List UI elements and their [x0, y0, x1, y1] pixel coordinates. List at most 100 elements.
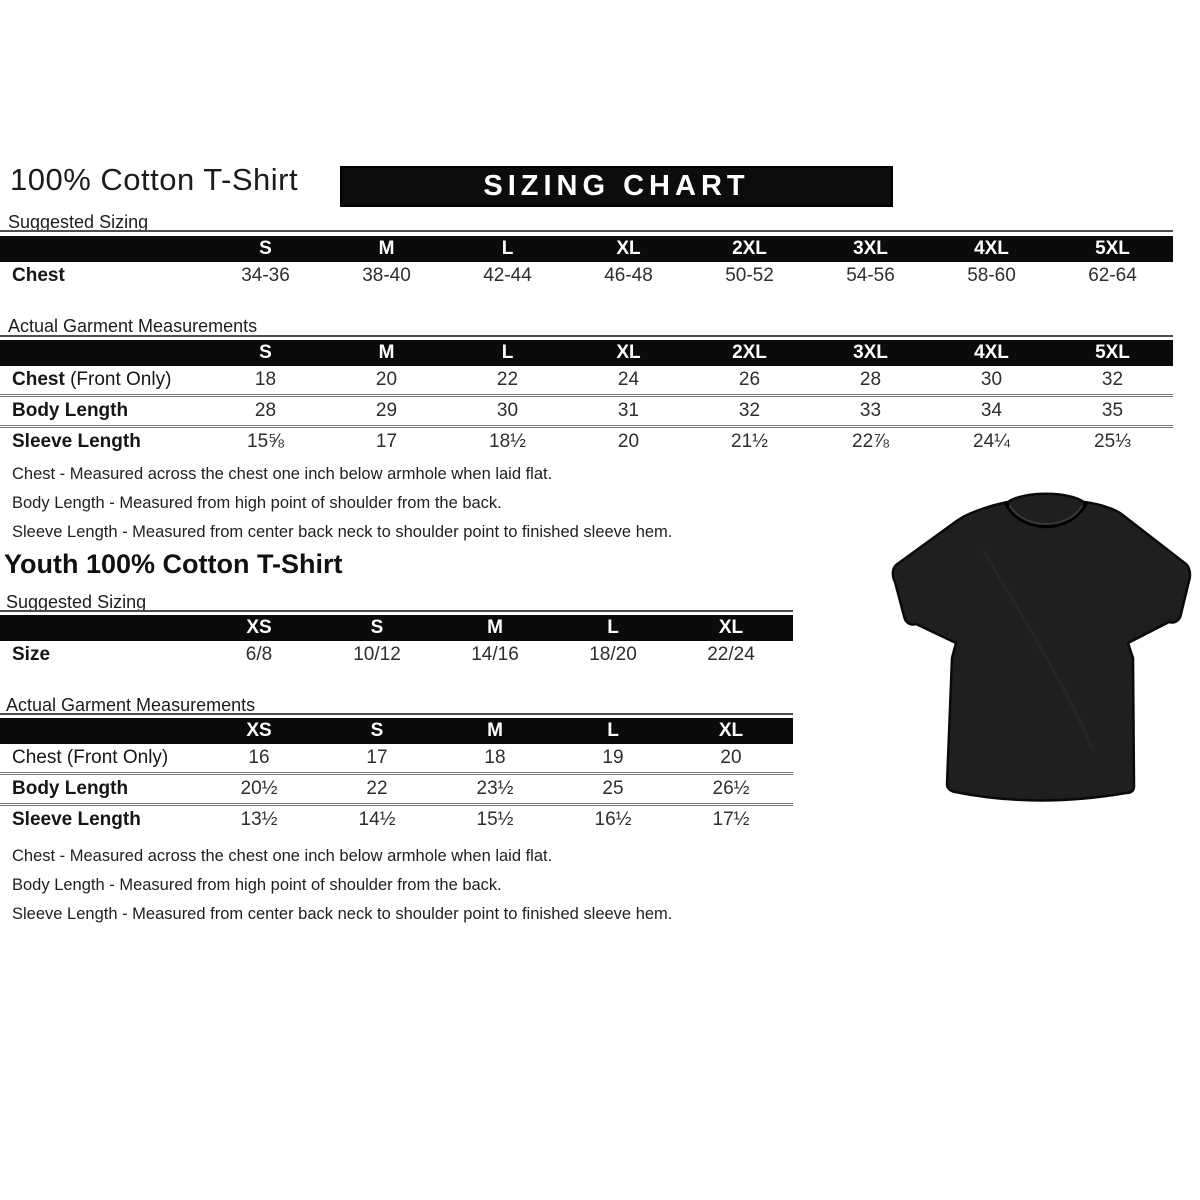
table-cell: 6/8 [245, 644, 273, 665]
note-chest: Chest - Measured across the chest one in… [12, 847, 553, 865]
note-body-length: Body Length - Measured from high point o… [12, 876, 502, 894]
table-cell: 22/24 [707, 644, 755, 665]
table-cell: 17½ [712, 809, 750, 830]
table-cell: 34 [980, 400, 1003, 421]
note-sleeve-length: Sleeve Length - Measured from center bac… [12, 905, 673, 923]
table-cell: 17 [375, 431, 398, 452]
youth-actual-header-row: XS S M L XL [0, 718, 793, 744]
table-cell: 25 [602, 778, 624, 799]
table-cell: 25⅓ [1094, 431, 1131, 452]
table-row: Body Length 28 29 30 31 32 33 34 35 [0, 394, 1173, 425]
row-label: Chest [12, 369, 65, 390]
table-cell: 22 [496, 369, 519, 390]
divider-line [0, 713, 793, 715]
column-header: XL [718, 720, 744, 741]
table-cell: 62-64 [1088, 265, 1137, 286]
table-row: Body Length 20½ 22 23½ 25 26½ [0, 772, 793, 803]
adult-suggested-sizing-label: Suggested Sizing [8, 212, 149, 232]
table-cell: 18 [484, 747, 506, 768]
table-cell: 54-56 [846, 265, 895, 286]
column-header: S [259, 342, 272, 363]
column-header: 2XL [732, 342, 767, 363]
table-cell: 24 [617, 369, 640, 390]
column-header: 4XL [974, 238, 1009, 259]
tshirt-collar-rib [1009, 505, 1083, 525]
youth-suggested-header-row: XS S M L XL [0, 615, 793, 641]
table-row: Sleeve Length 15⅝ 17 18½ 20 21½ 22⅞ 24¼ … [0, 425, 1173, 456]
column-header: 3XL [853, 238, 888, 259]
table-cell: 38-40 [362, 265, 411, 286]
table-cell: 14½ [358, 809, 396, 830]
table-row: Sleeve Length 13½ 14½ 15½ 16½ 17½ [0, 803, 793, 834]
note-chest: Chest - Measured across the chest one in… [12, 465, 553, 483]
table-cell: 22⅞ [852, 431, 889, 452]
table-cell: 10/12 [353, 644, 401, 665]
youth-section-title: Youth 100% Cotton T-Shirt [4, 549, 343, 579]
table-cell: 32 [738, 400, 761, 421]
column-header: XL [718, 617, 744, 638]
table-cell: 32 [1101, 369, 1124, 390]
row-label-suffix: Chest (Front Only) [12, 747, 169, 768]
column-header: 5XL [1095, 238, 1130, 259]
column-header: L [607, 617, 619, 638]
adult-measurement-notes: Chest - Measured across the chest one in… [12, 460, 672, 547]
table-cell: 18/20 [589, 644, 637, 665]
tshirt-photo [888, 490, 1196, 808]
table-cell: 18 [254, 369, 277, 390]
sizing-chart-banner-text: SIZING CHART [483, 170, 750, 202]
table-cell: 28 [254, 400, 277, 421]
column-header: XS [246, 720, 272, 741]
page-title: 100% Cotton T-Shirt [10, 162, 299, 197]
table-cell: 17 [366, 747, 388, 768]
table-cell: 20 [375, 369, 398, 390]
column-header: XL [616, 238, 641, 259]
column-header: 5XL [1095, 342, 1130, 363]
table-cell: 13½ [240, 809, 278, 830]
table-cell: 42-44 [483, 265, 532, 286]
table-cell: 19 [602, 747, 624, 768]
row-label: Body Length [12, 400, 129, 421]
table-cell: 20 [617, 431, 640, 452]
table-cell: 21½ [731, 431, 768, 452]
table-cell: 20½ [240, 778, 278, 799]
table-cell: 31 [617, 400, 640, 421]
adult-actual-header-row: S M L XL 2XL 3XL 4XL 5XL [0, 340, 1173, 366]
divider-line [0, 610, 793, 612]
table-row: Size 6/8 10/12 14/16 18/20 22/24 [0, 641, 793, 669]
column-header: M [378, 238, 395, 259]
table-cell: 50-52 [725, 265, 774, 286]
divider-line [0, 335, 1173, 337]
note-body-length: Body Length - Measured from high point o… [12, 494, 502, 512]
table-cell: 15½ [476, 809, 514, 830]
row-label: Size [12, 644, 51, 665]
table-cell: 16 [248, 747, 270, 768]
row-label-suffix: (Front Only) [64, 369, 172, 390]
column-header: 2XL [732, 238, 767, 259]
row-label: Sleeve Length [12, 809, 141, 830]
table-row: Chest (Front Only) 18 20 22 24 26 28 30 … [0, 366, 1173, 394]
table-cell: 26 [738, 369, 761, 390]
tshirt-collar [1004, 501, 1088, 529]
adult-suggested-header-row: S M L XL 2XL 3XL 4XL 5XL [0, 236, 1173, 262]
table-cell: 30 [980, 369, 1003, 390]
row-label: Sleeve Length [12, 431, 141, 452]
table-cell: 30 [496, 400, 519, 421]
table-cell: 35 [1101, 400, 1124, 421]
row-label: Chest [12, 265, 65, 286]
note-sleeve-length: Sleeve Length - Measured from center bac… [12, 523, 673, 541]
table-cell: 34-36 [241, 265, 290, 286]
column-header: XL [616, 342, 641, 363]
column-header: 4XL [974, 342, 1009, 363]
divider-line [0, 230, 1173, 232]
column-header: M [487, 617, 503, 638]
column-header: S [259, 238, 272, 259]
tshirt-fold-highlight [981, 549, 1095, 751]
table-cell: 15⅝ [247, 431, 284, 452]
column-header: L [501, 238, 514, 259]
table-cell: 58-60 [967, 265, 1016, 286]
youth-actual-measurements-table: XS S M L XL Chest (Front Only) 16 17 18 … [0, 718, 793, 834]
table-row: Chest 34-36 38-40 42-44 46-48 50-52 54-5… [0, 262, 1173, 290]
table-cell: 46-48 [604, 265, 653, 286]
table-cell: 29 [375, 400, 398, 421]
youth-measurement-notes: Chest - Measured across the chest one in… [12, 842, 672, 929]
